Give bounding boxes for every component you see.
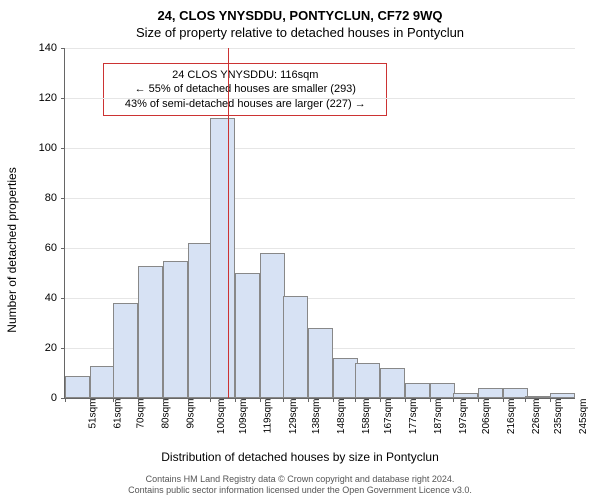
xtick-mark [430,398,431,402]
xtick-mark [65,398,66,402]
xtick-mark [550,398,551,402]
footnote-line-2: Contains public sector information licen… [0,485,600,496]
chart-title-sub: Size of property relative to detached ho… [0,23,600,40]
y-axis-label: Number of detached properties [5,167,19,332]
chart-container: 24, CLOS YNYSDDU, PONTYCLUN, CF72 9WQ Si… [0,0,600,500]
ytick-mark [61,298,65,299]
xtick-mark [478,398,479,402]
ytick-mark [61,48,65,49]
xtick-label: 187sqm [433,399,444,435]
xtick-label: 226sqm [531,399,542,435]
gridline [65,48,575,49]
histogram-bar [355,363,380,398]
xtick-mark [453,398,454,402]
xtick-label: 216sqm [506,399,517,435]
histogram-bar [380,368,405,398]
xtick-mark [260,398,261,402]
xtick-mark [308,398,309,402]
ytick-mark [61,348,65,349]
xtick-mark [163,398,164,402]
xtick-mark [113,398,114,402]
xtick-mark [138,398,139,402]
histogram-bar [90,366,115,399]
histogram-bar [503,388,528,398]
xtick-label: 245sqm [578,399,589,435]
xtick-mark [355,398,356,402]
annotation-line: ← 55% of detached houses are smaller (29… [110,82,380,96]
xtick-label: 109sqm [238,399,249,435]
footnote-line-1: Contains HM Land Registry data © Crown c… [0,474,600,485]
histogram-bar [430,383,455,398]
xtick-mark [283,398,284,402]
histogram-bar [210,118,235,398]
xtick-mark [188,398,189,402]
histogram-bar [333,358,358,398]
xtick-label: 148sqm [336,399,347,435]
footnote: Contains HM Land Registry data © Crown c… [0,474,600,496]
ytick-mark [61,198,65,199]
xtick-label: 80sqm [160,399,171,429]
histogram-bar [453,393,478,398]
histogram-bar [308,328,333,398]
ytick-label: 120 [27,92,57,104]
ytick-label: 20 [27,342,57,354]
chart-title-main: 24, CLOS YNYSDDU, PONTYCLUN, CF72 9WQ [0,0,600,23]
xtick-label: 90sqm [185,399,196,429]
histogram-bar [113,303,138,398]
ytick-mark [61,248,65,249]
xtick-label: 177sqm [408,399,419,435]
xtick-label: 235sqm [553,399,564,435]
ytick-label: 100 [27,142,57,154]
xtick-mark [380,398,381,402]
xtick-mark [503,398,504,402]
ytick-mark [61,98,65,99]
histogram-bar [550,393,575,398]
xtick-label: 51sqm [88,399,99,429]
xtick-label: 61sqm [113,399,124,429]
xtick-label: 119sqm [262,399,273,434]
ytick-label: 140 [27,42,57,54]
x-axis-label: Distribution of detached houses by size … [0,450,600,464]
histogram-bar [235,273,260,398]
ytick-label: 0 [27,392,57,404]
xtick-label: 129sqm [288,399,299,435]
ytick-label: 60 [27,242,57,254]
xtick-label: 167sqm [383,399,394,435]
gridline [65,198,575,199]
xtick-label: 158sqm [361,399,372,435]
xtick-label: 70sqm [135,399,146,429]
xtick-label: 100sqm [216,399,227,435]
ytick-mark [61,148,65,149]
xtick-mark [235,398,236,402]
histogram-bar [478,388,503,398]
xtick-mark [525,398,526,402]
gridline [65,248,575,249]
ytick-label: 80 [27,192,57,204]
histogram-bar [283,296,308,399]
annotation-line: 24 CLOS YNYSDDU: 116sqm [110,68,380,82]
gridline [65,148,575,149]
xtick-mark [90,398,91,402]
histogram-bar [405,383,430,398]
plot-area: 24 CLOS YNYSDDU: 116sqm← 55% of detached… [64,48,575,399]
xtick-label: 197sqm [458,399,469,435]
histogram-bar [138,266,163,399]
xtick-mark [210,398,211,402]
xtick-mark [405,398,406,402]
histogram-bar [163,261,188,399]
xtick-mark [333,398,334,402]
annotation-box: 24 CLOS YNYSDDU: 116sqm← 55% of detached… [103,63,387,116]
xtick-label: 138sqm [311,399,322,435]
gridline [65,98,575,99]
xtick-label: 206sqm [481,399,492,435]
histogram-bar [65,376,90,399]
histogram-bar [260,253,285,398]
histogram-bar [188,243,213,398]
ytick-label: 40 [27,292,57,304]
reference-line [228,48,229,398]
